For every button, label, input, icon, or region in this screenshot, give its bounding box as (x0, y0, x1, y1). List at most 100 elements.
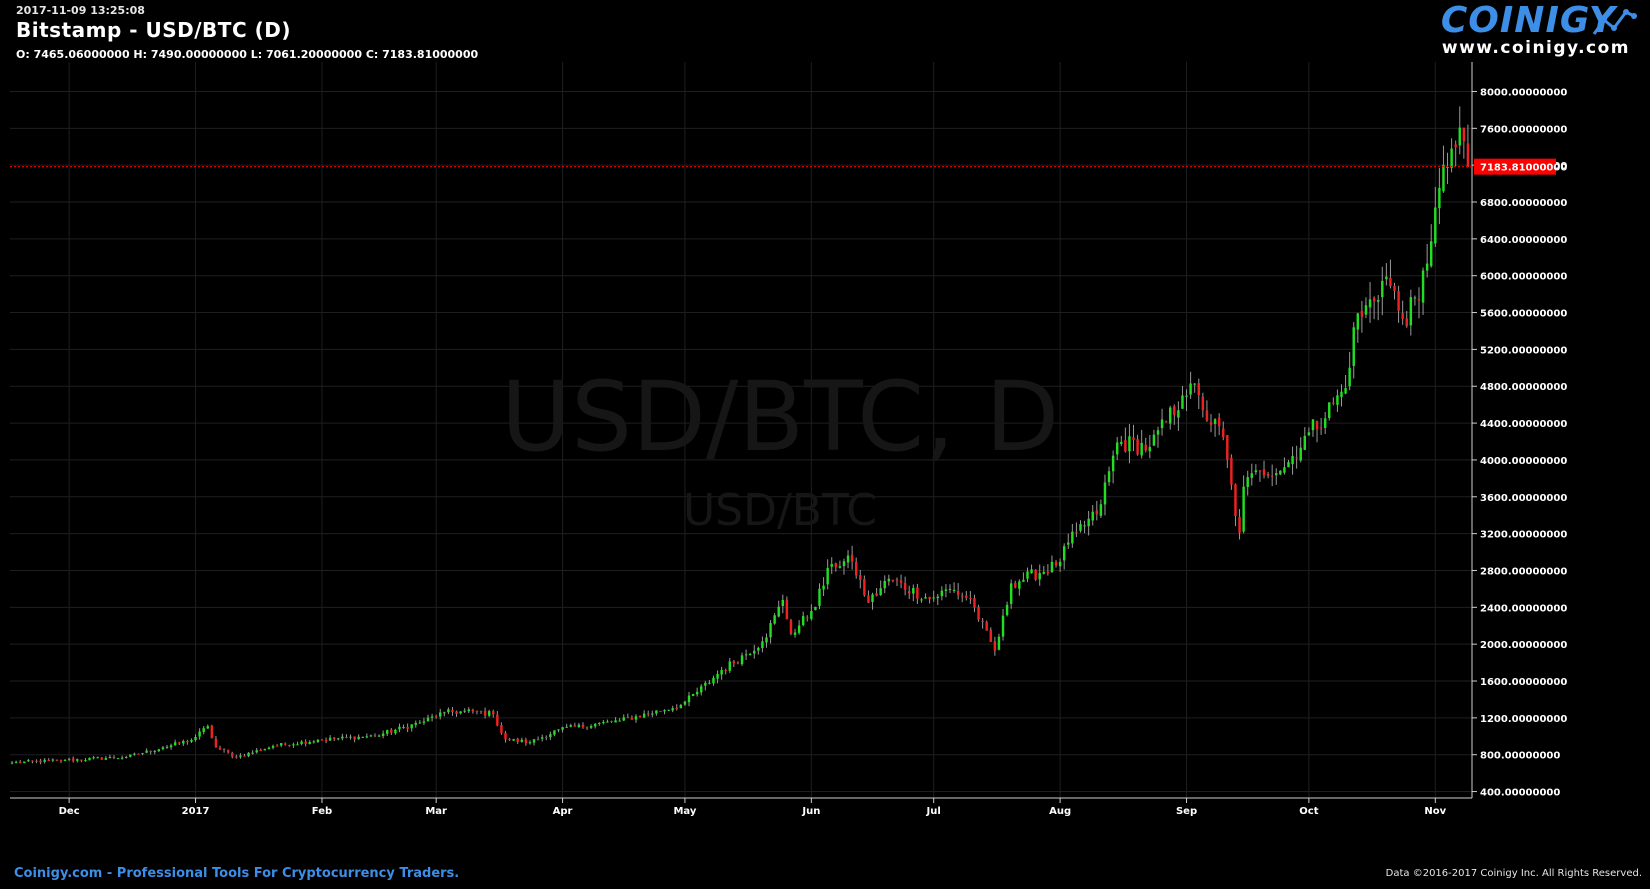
x-tick-label: Jun (801, 806, 820, 817)
chart-axes: 400.00000000 800.00000000 1200.00000000 160… (10, 62, 1567, 817)
chart-grid (10, 62, 1472, 798)
candle-body (255, 750, 258, 753)
candle-body (1099, 504, 1103, 516)
candle (667, 709, 670, 712)
candle (520, 737, 524, 743)
candle-body (67, 758, 71, 760)
candle-body (59, 759, 63, 761)
candle-body (1026, 571, 1029, 579)
candle-body (642, 713, 646, 718)
candle (850, 545, 854, 570)
candle-body (1275, 473, 1278, 476)
candle (1189, 371, 1192, 399)
candle (822, 577, 825, 597)
candle (1148, 434, 1152, 459)
candle-body (1254, 470, 1258, 473)
candle (190, 738, 193, 743)
candle-body (1442, 164, 1445, 192)
candle-body (455, 711, 458, 714)
candle (1283, 457, 1286, 475)
candle-body (1315, 421, 1319, 430)
candle-body (35, 760, 38, 762)
candle (67, 757, 71, 762)
candle-body (63, 760, 67, 762)
candle-body (398, 726, 401, 730)
candle-body (1193, 383, 1196, 385)
candle-body (1067, 542, 1070, 545)
candle (161, 745, 165, 751)
candle-body (781, 599, 785, 607)
candle (1275, 468, 1278, 485)
candle-body (850, 554, 854, 562)
candle (528, 740, 532, 745)
candle (112, 755, 116, 760)
candle-body (528, 742, 532, 744)
candle-body (1177, 410, 1180, 418)
candle (965, 591, 968, 601)
candle (194, 734, 197, 742)
candle (369, 734, 373, 738)
candle (663, 709, 666, 715)
candle-body (944, 589, 948, 591)
candle (178, 741, 181, 745)
candle (169, 743, 173, 750)
candle (883, 575, 886, 594)
candle (447, 707, 450, 715)
candle-body (1046, 571, 1050, 574)
candle (271, 744, 275, 750)
y-tick-label: 1600.00000000 (1480, 677, 1567, 688)
chart-title: Bitstamp - USD/BTC (D) (16, 18, 291, 42)
x-tick-label: 2017 (182, 806, 210, 817)
watermark-sub: USD/BTC (683, 485, 877, 536)
candle (903, 576, 907, 596)
candle (1425, 243, 1429, 278)
candle-body (1438, 187, 1441, 209)
candle (1128, 423, 1131, 464)
candle-body (410, 724, 413, 729)
candle (557, 729, 560, 733)
candle (895, 577, 899, 587)
candle-body (471, 709, 475, 712)
candle-body (814, 606, 817, 611)
candle (1193, 382, 1196, 393)
candle-body (1014, 582, 1017, 588)
candle (651, 710, 654, 718)
coinigy-logo[interactable]: COINIGY www.coinigy.com (1441, 0, 1638, 60)
candle-body (1299, 447, 1302, 461)
candle-body (1022, 579, 1025, 582)
footer-tagline[interactable]: Coinigy.com - Professional Tools For Cry… (14, 866, 460, 881)
candle-body (414, 722, 417, 725)
candle-body (1381, 280, 1384, 298)
candle-body (483, 710, 487, 716)
candle-body (1462, 127, 1466, 142)
y-tick-label: 5200.00000000 (1480, 345, 1567, 356)
candle (459, 711, 462, 715)
candle (1160, 408, 1164, 436)
candle-body (912, 587, 915, 594)
candle (981, 617, 984, 629)
candle (80, 759, 83, 763)
candle (712, 675, 715, 686)
candle (553, 730, 556, 737)
candle-body (1348, 367, 1351, 387)
candle (928, 596, 931, 604)
candle (373, 733, 377, 738)
candle-body (479, 711, 483, 713)
candle-body (838, 566, 842, 568)
candle-body (536, 738, 540, 740)
candle-body (434, 716, 438, 718)
candle (508, 737, 511, 741)
candle (912, 584, 915, 602)
candle (1417, 287, 1421, 319)
candle-body (149, 750, 152, 752)
candle-body (826, 568, 829, 585)
candle (84, 757, 87, 762)
candle-body (614, 720, 617, 723)
candle (18, 759, 22, 764)
candle-body (1266, 473, 1270, 476)
candle-body (916, 587, 919, 599)
candle-body (1054, 561, 1058, 566)
candle (887, 574, 891, 586)
candle (1083, 520, 1086, 534)
